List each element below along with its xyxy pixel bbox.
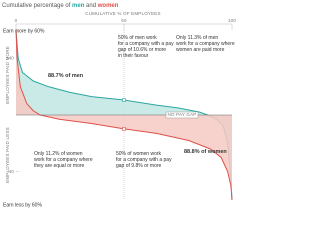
chart-title: Cumulative percentage of men and women (2, 3, 119, 9)
annotation-line: they are equal or more (34, 163, 85, 169)
annotation: Only 11.2% of women work for a company wh… (34, 151, 93, 169)
annotation-line: women are paid more (176, 47, 225, 53)
annotation: 88.8% of women (184, 149, 227, 155)
annotation: Only 11.3% of men work for a company wher… (176, 35, 235, 53)
y-label-bottom: EMPLOYEES PAID LESS (5, 127, 10, 183)
zero-label-box (165, 111, 199, 119)
point-marker (122, 127, 126, 131)
annotation-line: for a company with a pay (118, 41, 174, 47)
y-label-top: EMPLOYEES PAID MORE (5, 46, 10, 104)
x-tick-label: 100 (228, 18, 236, 23)
annotation-line: work for a company where (34, 157, 93, 163)
annotation-line: 50% of men work (118, 35, 157, 41)
annotation: 50% of men work for a company with a pay g… (118, 35, 174, 59)
x-axis-label: CUMULATIVE % OF EMPLOYEES (85, 11, 160, 16)
y-tick-label: +40 (6, 56, 15, 61)
title-part: and (84, 3, 97, 9)
chart: Cumulative percentage of men and women C… (2, 3, 236, 209)
annotation-line: work for a company where (176, 41, 235, 47)
annotation-line: 50% of women work (116, 151, 162, 157)
x-tick-label: 0 (15, 18, 18, 23)
title-part: Cumulative percentage of (2, 3, 72, 9)
line (15, 29, 233, 201)
top-note: Earn more by 60% (3, 28, 45, 34)
annotation: 88.7% of men (48, 73, 84, 79)
annotation: 50% of women work for a company with a pa… (116, 151, 172, 169)
x-tick-label: 50 (121, 18, 127, 23)
title-part: women (97, 3, 119, 9)
bottom-note: Earn less by 60% (3, 202, 42, 208)
y-tick-label: -40 (7, 169, 14, 174)
annotation-line: Only 11.3% of men (176, 35, 218, 41)
annotation-line: for a company with a pay (116, 157, 172, 163)
annotation-line: Only 11.2% of women (34, 151, 83, 157)
annotation-line: 88.8% of women (184, 149, 227, 155)
annotation-line: 88.7% of men (48, 73, 84, 79)
zero-label: NO PAY GAP (167, 112, 196, 117)
annotation-line: gap of 9.8% or more (116, 163, 162, 169)
title-part: men (72, 3, 85, 9)
point-marker (122, 98, 126, 102)
annotation-line: gap of 10.6% or more (118, 47, 166, 53)
annotation-line: in their favour (118, 53, 149, 59)
